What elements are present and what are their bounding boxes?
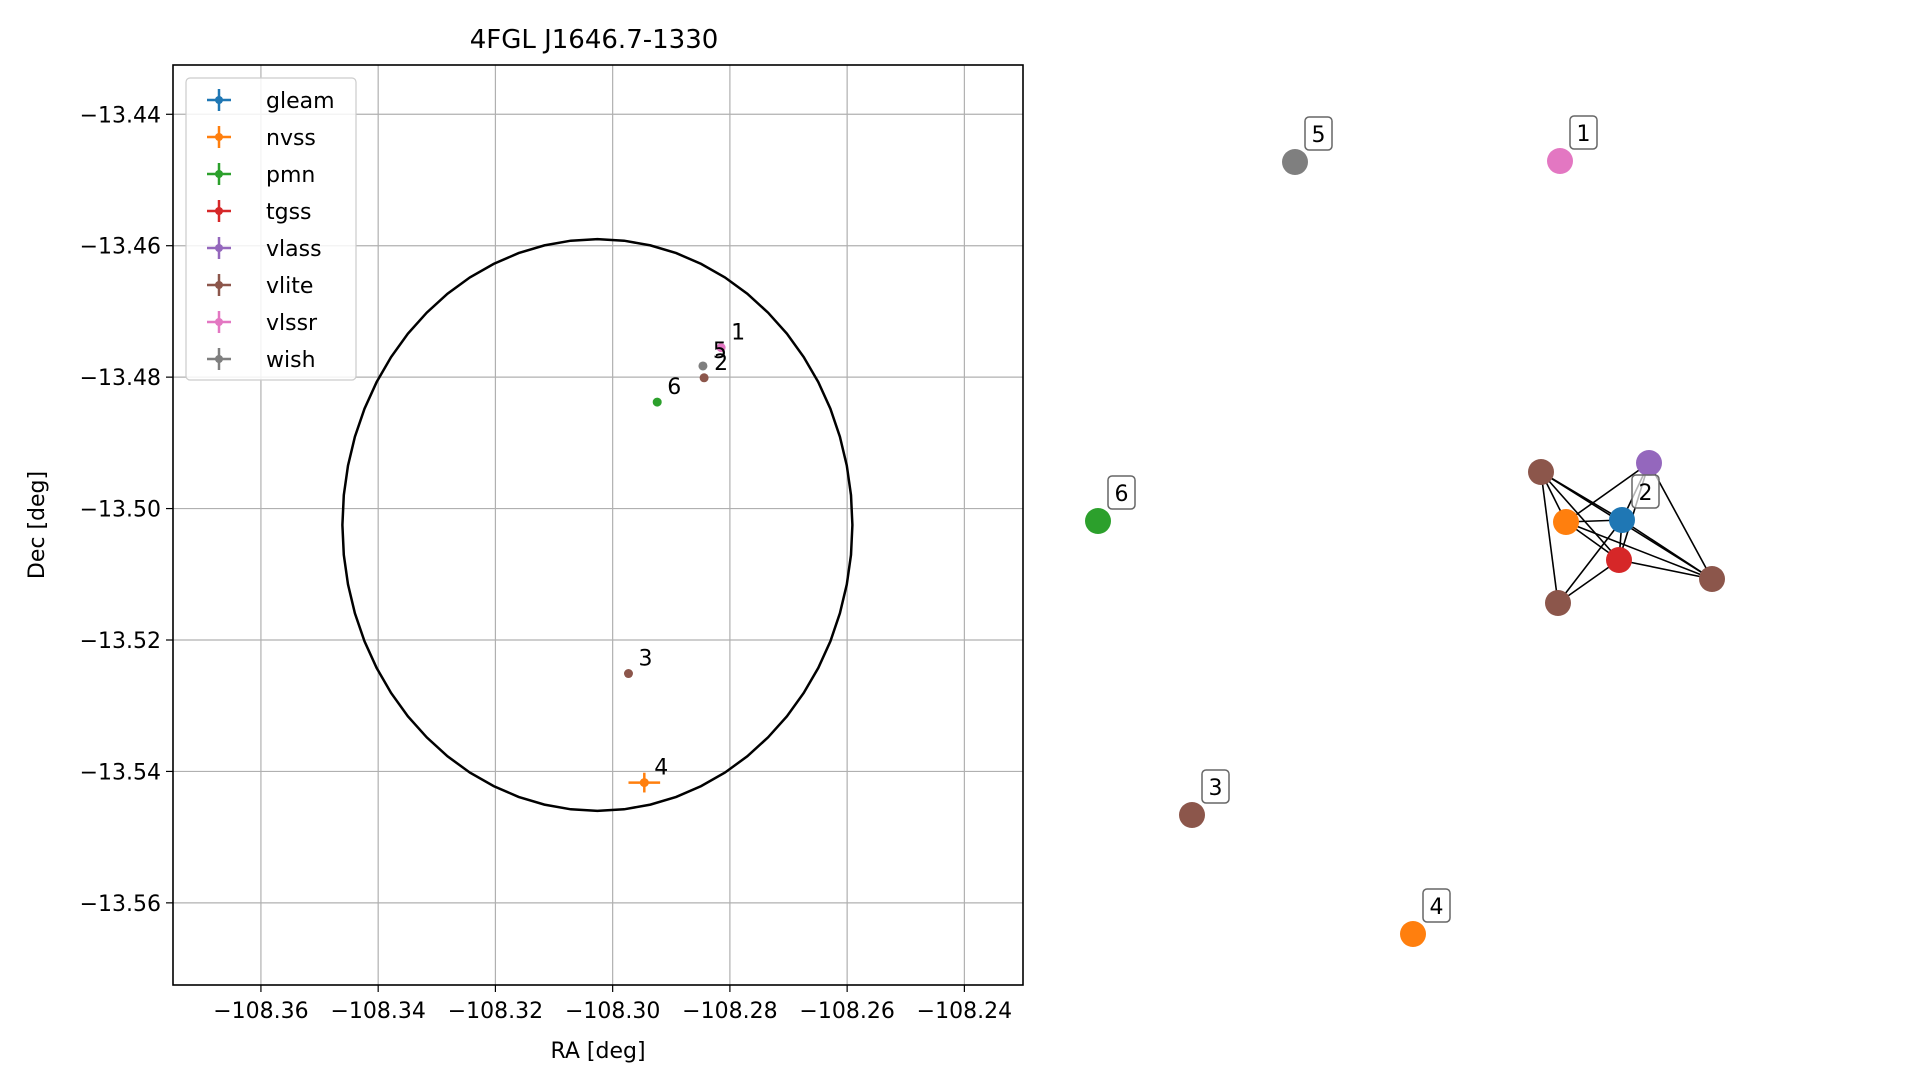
- network-edge: [1540, 471, 1620, 561]
- network-node: [1085, 508, 1111, 534]
- legend-marker-dot: [215, 96, 223, 104]
- legend-marker-dot: [215, 318, 223, 326]
- x-tick-label: −108.30: [565, 999, 660, 1024]
- y-tick-label: −13.46: [80, 235, 161, 260]
- network-graph: 1 5 6 3 4 2: [1085, 115, 1725, 947]
- circle-outline: [341, 237, 854, 813]
- x-tick-label: −108.32: [448, 999, 543, 1024]
- point-label: 2: [714, 351, 728, 376]
- legend-label-gleam: gleam: [266, 89, 335, 114]
- y-axis-title: Dec [deg]: [25, 471, 50, 579]
- network-node: [1400, 921, 1426, 947]
- data-point-vlite: [623, 669, 633, 679]
- x-axis-title: RA [deg]: [550, 1039, 645, 1064]
- point-label: 4: [654, 756, 668, 781]
- node-label-box: [1631, 474, 1660, 509]
- data-points: 4 6 2 3 15: [623, 321, 745, 793]
- data-point-pmn: [652, 397, 662, 407]
- data-point-vlite: [699, 373, 709, 383]
- legend-label-pmn: pmn: [266, 163, 315, 188]
- point-label: 6: [667, 375, 681, 400]
- legend-label-vlass: vlass: [266, 237, 322, 262]
- network-node: [1282, 149, 1308, 175]
- legend-marker-dot: [215, 281, 223, 289]
- legend-marker-dot: [215, 244, 223, 252]
- network-node: [1547, 148, 1573, 174]
- network-node: [1606, 547, 1632, 573]
- point-label: 5: [713, 339, 727, 364]
- network-edge: [1621, 519, 1713, 580]
- legend-label-nvss: nvss: [266, 126, 316, 151]
- y-tick-label: −13.52: [80, 629, 161, 654]
- legend-label-vlite: vlite: [266, 274, 313, 299]
- network-nodes: 1 5 6 3 4 2: [1085, 115, 1725, 947]
- legend: gleam nvss pmn tgss vlass vlite vlssr wish: [185, 77, 357, 381]
- y-tick-label: −13.56: [80, 892, 161, 917]
- y-tick-label: −13.50: [80, 498, 161, 523]
- data-point-vlssr: [716, 343, 726, 353]
- node-label: 3: [1209, 776, 1223, 801]
- network-node: [1545, 590, 1571, 616]
- node-label: 5: [1312, 123, 1326, 148]
- network-edge: [1565, 521, 1713, 580]
- node-label-box: [1107, 475, 1136, 510]
- legend-box: [185, 77, 357, 381]
- x-tick-label: −108.28: [682, 999, 777, 1024]
- legend-marker-dot: [215, 170, 223, 178]
- data-point-wish: [698, 361, 708, 371]
- network-node: [1179, 802, 1205, 828]
- network-node: [1528, 459, 1554, 485]
- x-tick-label: −108.26: [799, 999, 894, 1024]
- node-label-box: [1422, 888, 1451, 923]
- point-label: 1: [731, 321, 745, 346]
- network-node: [1609, 507, 1635, 533]
- node-label-box: [1304, 116, 1333, 151]
- node-label: 6: [1115, 482, 1129, 507]
- network-edge: [1618, 559, 1713, 580]
- x-tick-label: −108.24: [917, 999, 1012, 1024]
- x-tick-label: −108.34: [330, 999, 425, 1024]
- network-edge: [1557, 519, 1623, 604]
- legend-marker-dot: [215, 355, 223, 363]
- legend-marker-dot: [215, 207, 223, 215]
- legend-label-vlssr: vlssr: [266, 311, 318, 336]
- plot-frame: [172, 64, 1024, 986]
- grid-lines: [173, 65, 1023, 985]
- x-axis-ticks: −108.36 −108.34 −108.32 −108.30 −108.28 −108.…: [213, 985, 1012, 1024]
- node-label-box: [1569, 115, 1598, 150]
- chart-title: 4FGL J1646.7-1330: [470, 25, 719, 55]
- network-node: [1553, 509, 1579, 535]
- legend-label-tgss: tgss: [266, 200, 312, 225]
- node-label: 1: [1577, 122, 1591, 147]
- node-label-box: [1201, 769, 1230, 804]
- localization-circle: [341, 237, 854, 813]
- legend-label-wish: wish: [266, 348, 316, 373]
- network-edge: [1540, 471, 1559, 604]
- network-node: [1699, 566, 1725, 592]
- node-label: 2: [1639, 481, 1653, 506]
- network-node: [1636, 450, 1662, 476]
- y-axis-ticks: −13.44 −13.46 −13.48 −13.50 −13.52 −13.54 −13.…: [80, 103, 173, 917]
- node-label: 4: [1430, 895, 1444, 920]
- network-edge: [1565, 462, 1650, 523]
- point-label: 3: [638, 647, 652, 672]
- x-tick-label: −108.36: [213, 999, 308, 1024]
- y-tick-label: −13.48: [80, 366, 161, 391]
- y-tick-label: −13.44: [80, 103, 161, 128]
- y-tick-label: −13.54: [80, 760, 161, 785]
- legend-marker-dot: [215, 133, 223, 141]
- data-point-nvss: [639, 778, 649, 788]
